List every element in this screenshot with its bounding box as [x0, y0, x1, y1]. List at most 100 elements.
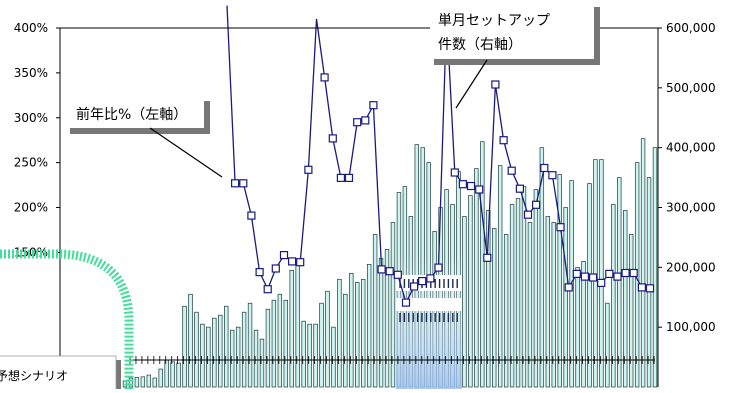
line-marker: [483, 253, 492, 262]
bar: [372, 234, 378, 388]
bar: [259, 338, 265, 388]
line-marker: [564, 283, 573, 292]
line-marker: [531, 200, 541, 209]
bar: [212, 317, 217, 388]
bar: [361, 278, 366, 388]
bar: [319, 302, 324, 388]
line-marker: [450, 168, 459, 177]
line-marker: [458, 180, 467, 189]
bar: [551, 222, 556, 388]
line-marker: [645, 284, 655, 293]
bar: [200, 323, 205, 388]
line-marker: [304, 165, 313, 174]
line-marker: [231, 179, 240, 188]
line-marker: [540, 163, 549, 173]
green-arc: [0, 249, 134, 389]
bar: [557, 174, 562, 388]
bar: [474, 168, 479, 388]
right-label-line2: 件数（右軸）: [438, 37, 522, 53]
line-marker: [288, 257, 297, 266]
left-tick-label: 300%: [14, 111, 48, 125]
bar: [628, 234, 634, 388]
line-marker: [613, 272, 622, 281]
right-tick-label: 500,000: [666, 81, 716, 95]
bar: [146, 374, 152, 388]
bar: [486, 210, 491, 388]
bar: [265, 308, 271, 388]
line-marker: [255, 268, 264, 277]
bar: [545, 216, 551, 388]
line-marker: [353, 118, 362, 127]
line-marker: [271, 264, 280, 273]
bar: [533, 189, 539, 388]
bar: [652, 147, 658, 388]
right-tick-label: 300,000: [666, 201, 716, 215]
axes: 150% 200% 250% 300% 350% 400% 100,000 200,000 30…: [14, 21, 716, 387]
bar: [229, 329, 235, 388]
bar: [492, 228, 497, 388]
left-tick-label: 200%: [14, 201, 48, 215]
line-marker: [344, 173, 354, 182]
line-marker: [597, 278, 606, 287]
line-marker: [605, 269, 614, 278]
left-tick-label: 350%: [14, 66, 48, 80]
line-marker: [588, 273, 598, 282]
line-marker: [410, 282, 419, 291]
line-marker: [247, 211, 256, 220]
line-marker: [491, 80, 500, 89]
bar: [277, 293, 283, 388]
bar: [140, 376, 146, 388]
bar: [366, 263, 372, 388]
bar: [325, 290, 330, 388]
bar: [235, 326, 241, 388]
line-marker: [580, 272, 590, 281]
scenario-label: 予想シナリオ: [0, 368, 68, 383]
scenario-box: [0, 355, 117, 393]
bar: [640, 138, 646, 388]
line-marker: [572, 269, 581, 278]
left-label-pointer: [149, 127, 223, 178]
right-tick-label: 400,000: [666, 141, 716, 155]
bar: [164, 359, 169, 388]
bar: [343, 293, 348, 388]
line-series: [226, 5, 655, 307]
line-marker: [263, 285, 272, 294]
bar: [301, 320, 306, 388]
line-marker: [426, 274, 435, 283]
right-label-box: [430, 3, 594, 59]
bar: [480, 141, 485, 388]
bar: [581, 261, 586, 388]
bar: [218, 314, 223, 388]
left-tick-label: 400%: [14, 21, 48, 35]
right-tick-label: 600,000: [666, 21, 716, 35]
bar: [295, 261, 300, 388]
bar: [384, 249, 390, 388]
line-marker: [556, 223, 565, 232]
bar: [599, 159, 604, 388]
line-marker: [548, 171, 557, 180]
line-marker: [361, 116, 370, 125]
bar: [134, 377, 140, 388]
left-label-box: [66, 97, 204, 128]
bar: [623, 210, 628, 388]
bar: [527, 222, 533, 388]
bar: [468, 195, 473, 388]
left-label-text: 前年比%（左軸）: [76, 106, 187, 123]
bar: [349, 272, 354, 388]
bar: [283, 299, 288, 388]
bar: [337, 278, 342, 388]
bar: [253, 329, 259, 388]
bar: [289, 269, 294, 388]
bar: [152, 377, 157, 388]
bar: [247, 302, 253, 388]
bar: [390, 222, 396, 388]
bar: [509, 204, 515, 388]
bar: [158, 368, 163, 388]
line-marker: [466, 181, 476, 191]
bar: [646, 177, 652, 388]
bar: [575, 266, 580, 388]
bar: [307, 323, 312, 388]
